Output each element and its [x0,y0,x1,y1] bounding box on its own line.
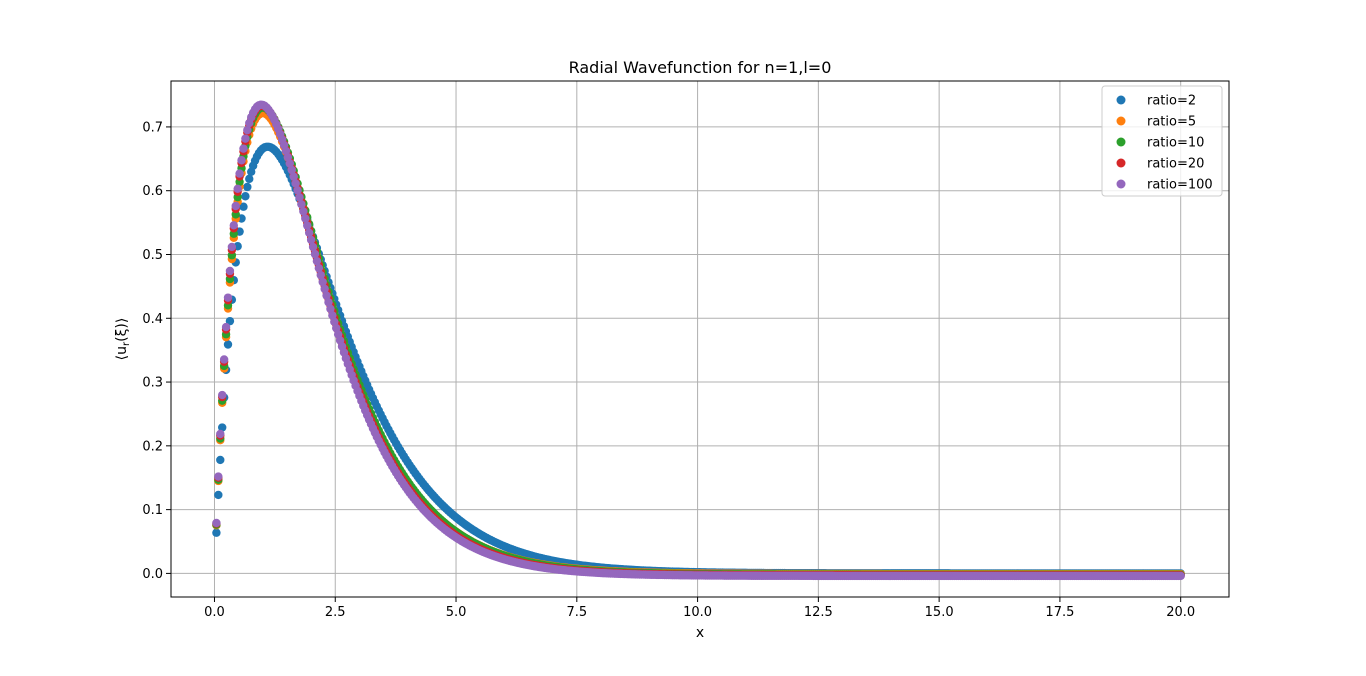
data-point [227,242,237,252]
data-point [223,293,233,302]
data-point [237,156,246,165]
data-point [303,221,312,230]
data-point [295,193,304,202]
legend-items: ratio=2 ratio=5 ratio=10 ratio=20 ratio=100 [1116,94,1213,193]
data-point [308,242,318,252]
plot-area [171,81,1229,597]
data-point [239,144,248,153]
data-point [287,165,296,175]
data-point [322,291,331,300]
x-tick-label: 7.5 [566,605,587,620]
data-point [212,528,221,537]
data-point [285,159,295,168]
y-tick-label: 0.5 [142,248,163,263]
data-point [299,207,308,216]
x-tick-label: 12.5 [804,605,833,620]
y-tick-label: 0.2 [142,439,163,454]
data-point [231,201,240,211]
data-point [316,270,325,280]
legend-marker [1116,95,1126,105]
legend-label: ratio=20 [1147,157,1204,172]
data-point [241,192,250,201]
y-tick-label: 0.4 [142,312,163,327]
data-point [283,152,293,162]
data-point [289,172,298,181]
legend-label: ratio=2 [1147,94,1196,109]
legend-label: ratio=10 [1147,136,1204,151]
y-axis-label-subscript: r [121,341,132,346]
chart-title: Radial Wavefunction for n=1,l=0 [569,58,832,77]
legend: ratio=2 ratio=5 ratio=10 ratio=20 ratio=100 [1101,85,1223,197]
data-point [330,317,339,326]
data-point [216,429,225,439]
data-point [218,423,227,432]
x-tick-label: 2.5 [325,605,346,620]
x-tick-label: 10.0 [683,605,712,620]
data-point [312,256,322,266]
y-axis-label-main: ⟨u [114,346,130,360]
data-point [225,316,235,326]
data-point [324,298,333,307]
legend-marker [1116,137,1126,147]
data-point [221,322,231,332]
x-tick-label: 15.0 [925,605,954,620]
y-tick-label: 0.7 [142,120,163,135]
x-tick-label: 20.0 [1166,605,1195,620]
data-point [216,455,225,465]
data-point [326,304,335,314]
data-point [310,249,320,259]
series-ratio-100 [212,100,1185,581]
y-tick-label: 0.6 [142,184,163,199]
legend-label: ratio=5 [1147,115,1196,130]
data-point [304,228,314,237]
legend-label: ratio=100 [1147,178,1213,193]
data-point [239,202,248,211]
x-axis-ticks: 0.0 2.5 5.0 7.5 10.0 12.5 15.0 17.5 20.0 [204,597,1195,620]
data-point [297,200,306,209]
data-point [314,263,324,273]
data-point [243,182,252,192]
data-point [212,518,221,528]
x-tick-label: 17.5 [1045,605,1074,620]
data-point [306,235,316,245]
x-tick-label: 5.0 [446,605,467,620]
y-axis-label-tail: (ξ)⟩ [114,318,130,342]
data-point [1176,571,1185,581]
data-point [214,490,223,500]
data-point [241,134,250,143]
plot-frame [170,80,1230,598]
data-point [229,221,238,230]
data-point [291,179,300,188]
x-tick-label: 0.0 [204,605,225,620]
y-tick-label: 0.3 [142,376,163,391]
y-tick-label: 0.0 [142,567,163,582]
legend-marker [1116,116,1126,126]
y-axis-ticks: 0.0 0.1 0.2 0.3 0.4 0.5 0.6 0.7 [142,120,171,582]
data-point [320,284,329,294]
y-tick-label: 0.1 [142,503,163,518]
data-point [225,266,235,276]
data-point [245,174,254,184]
data-point [293,186,302,195]
x-axis-label: x [696,625,704,641]
legend-marker [1116,179,1126,189]
data-point [233,184,242,193]
data-point [301,214,310,223]
data-point [219,355,229,364]
data-point [214,472,223,481]
data-point [328,311,337,320]
data-point [318,277,327,287]
y-axis-label: ⟨ur(ξ)⟩ [114,318,132,361]
legend-box [1101,85,1223,197]
data-points [212,100,1185,581]
data-point [223,340,233,349]
data-point [243,125,252,135]
data-point [235,169,244,178]
data-point [218,390,227,400]
legend-marker [1116,158,1126,168]
